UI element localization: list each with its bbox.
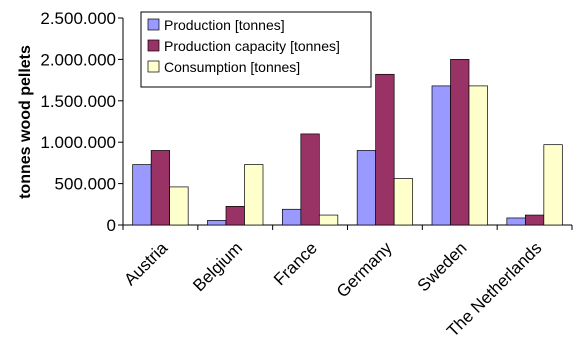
legend-label: Production [tonnes] — [164, 17, 285, 33]
legend: Production [tonnes] Production capacity [… — [140, 11, 372, 88]
bar — [132, 164, 152, 226]
y-axis-label: tonnes wood pellets — [17, 45, 34, 199]
bar — [356, 150, 377, 226]
bar — [450, 59, 470, 226]
x-tick-label: Germany — [333, 238, 396, 301]
x-tick-label: Belgium — [189, 238, 246, 295]
y-tick-label: 2.000.000 — [40, 50, 116, 69]
x-tick-label: Sweden — [414, 238, 471, 295]
legend-swatch — [147, 60, 160, 73]
legend-label: Consumption [tonnes] — [164, 59, 300, 75]
x-tick-label: France — [270, 238, 321, 289]
legend-swatch — [147, 39, 160, 52]
bar — [524, 214, 545, 226]
x-tick-label: Austria — [120, 238, 171, 289]
bar — [506, 217, 526, 226]
bar — [318, 214, 339, 226]
bar — [543, 144, 563, 226]
bar — [244, 164, 264, 226]
y-tick-label: 500.000 — [55, 175, 116, 194]
bar — [225, 206, 245, 226]
y-tick-label: 2.500.000 — [40, 9, 116, 28]
bar — [375, 73, 395, 226]
bar — [281, 208, 302, 226]
bar — [169, 186, 189, 226]
bar — [207, 220, 227, 226]
bar — [150, 150, 171, 226]
y-axis: 0 500.000 1.000.000 1.500.000 2.000.000 2.500… — [40, 9, 124, 235]
bar — [468, 85, 488, 226]
legend-swatch — [147, 18, 160, 31]
legend-box — [140, 11, 372, 88]
y-tick-label: 0 — [107, 216, 116, 235]
legend-label: Production capacity [tonnes] — [164, 38, 340, 54]
bars — [132, 59, 563, 226]
y-tick-label: 1.500.000 — [40, 92, 116, 111]
y-tick-label: 1.000.000 — [40, 133, 116, 152]
bar — [393, 178, 414, 226]
bar — [300, 133, 320, 226]
bar — [431, 85, 451, 226]
